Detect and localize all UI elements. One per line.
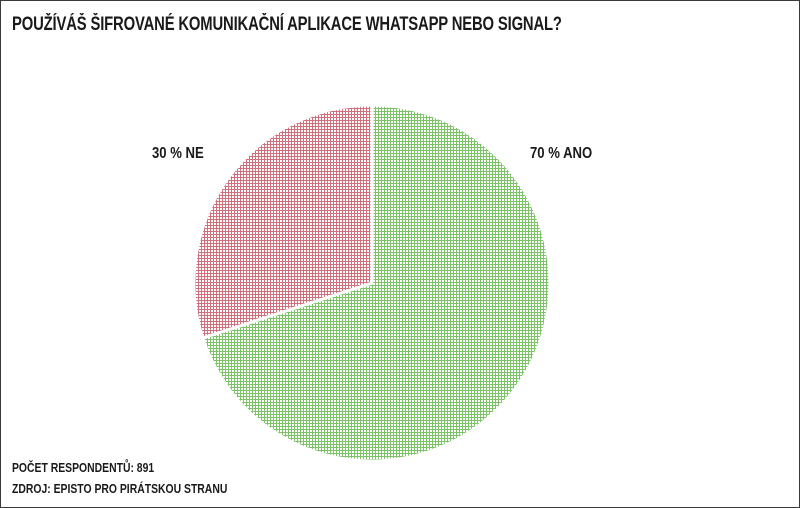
source-note: ZDROJ: EPISTO PRO PIRÁTSKOU STRANU — [12, 481, 228, 496]
pie-slice-ano — [200, 103, 552, 463]
slice-label-ano: 70 % ANO — [530, 145, 593, 162]
pie-slice-ne — [192, 103, 374, 340]
respondents-note: POČET RESPONDENTŮ: 891 — [12, 460, 155, 475]
slice-label-ne: 30 % NE — [152, 145, 204, 162]
chart-title: POUŽÍVÁŠ ŠIFROVANÉ KOMUNIKAČNÍ APLIKACE … — [12, 14, 562, 35]
